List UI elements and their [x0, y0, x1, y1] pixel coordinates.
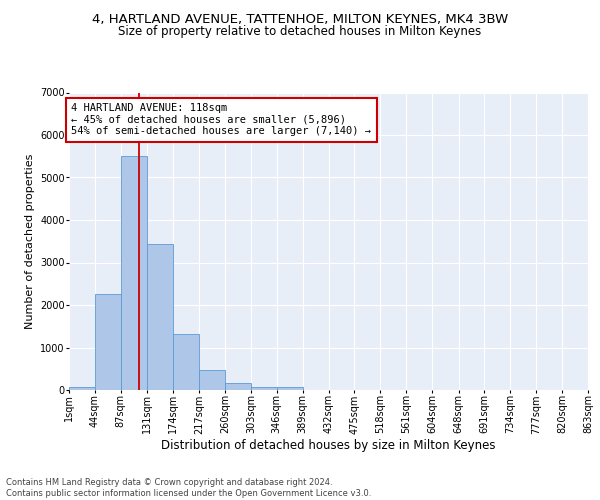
Bar [173, 334, 199, 390]
Text: 4, HARTLAND AVENUE, TATTENHOE, MILTON KEYNES, MK4 3BW: 4, HARTLAND AVENUE, TATTENHOE, MILTON KE… [92, 12, 508, 26]
Bar [147, 244, 173, 390]
Text: 4 HARTLAND AVENUE: 118sqm
← 45% of detached houses are smaller (5,896)
54% of se: 4 HARTLAND AVENUE: 118sqm ← 45% of detac… [71, 103, 371, 136]
Bar [69, 387, 95, 390]
Bar [95, 294, 121, 390]
Bar [251, 386, 277, 390]
Bar [277, 386, 302, 390]
Text: Size of property relative to detached houses in Milton Keynes: Size of property relative to detached ho… [118, 25, 482, 38]
X-axis label: Distribution of detached houses by size in Milton Keynes: Distribution of detached houses by size … [161, 439, 496, 452]
Text: Contains HM Land Registry data © Crown copyright and database right 2024.
Contai: Contains HM Land Registry data © Crown c… [6, 478, 371, 498]
Bar [121, 156, 147, 390]
Bar [199, 370, 225, 390]
Bar [225, 384, 251, 390]
Y-axis label: Number of detached properties: Number of detached properties [25, 154, 35, 329]
